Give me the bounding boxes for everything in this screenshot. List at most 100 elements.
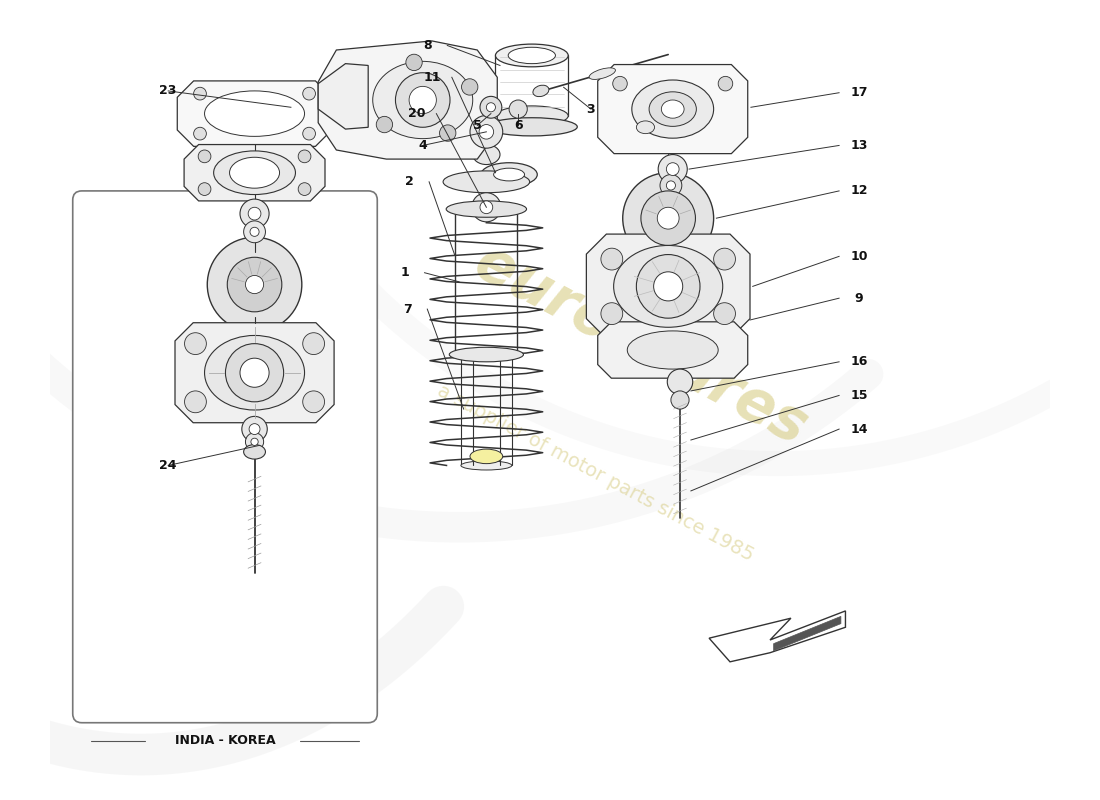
Circle shape [667,181,675,190]
Text: 23: 23 [160,85,177,98]
Text: 11: 11 [424,70,441,84]
Text: 10: 10 [850,250,868,263]
Circle shape [198,150,211,162]
Circle shape [641,191,695,246]
Ellipse shape [443,171,529,193]
Circle shape [613,76,627,91]
Ellipse shape [213,151,296,194]
Polygon shape [597,65,748,154]
Ellipse shape [473,145,500,165]
Circle shape [440,125,455,142]
Circle shape [298,182,311,195]
Circle shape [243,221,265,242]
Ellipse shape [631,80,714,138]
Text: 9: 9 [855,292,864,305]
Circle shape [298,150,311,162]
Circle shape [240,358,270,387]
Circle shape [667,162,679,175]
Ellipse shape [495,44,569,67]
Circle shape [470,115,503,148]
FancyBboxPatch shape [73,191,377,722]
Ellipse shape [532,85,549,97]
Circle shape [480,201,493,214]
Circle shape [396,73,450,127]
Circle shape [660,174,682,196]
Circle shape [714,248,736,270]
Circle shape [623,173,714,264]
Ellipse shape [649,92,696,126]
Circle shape [185,391,207,413]
Circle shape [601,302,623,325]
Circle shape [409,86,437,114]
Ellipse shape [495,106,569,126]
Text: 6: 6 [514,119,522,132]
Circle shape [185,333,207,354]
Text: a supplier of motor parts since 1985: a supplier of motor parts since 1985 [434,381,757,565]
Ellipse shape [590,68,615,79]
Circle shape [472,193,500,222]
Circle shape [245,275,264,294]
Circle shape [486,102,495,112]
Text: 7: 7 [403,302,411,315]
Ellipse shape [373,62,473,138]
Circle shape [250,227,260,236]
Circle shape [251,438,258,446]
Circle shape [194,127,207,140]
Ellipse shape [494,168,525,181]
Circle shape [637,254,700,318]
Ellipse shape [205,91,305,136]
Polygon shape [710,611,846,662]
Circle shape [601,248,623,270]
Circle shape [240,199,270,228]
Text: 3: 3 [586,102,595,115]
Text: 5: 5 [473,119,482,132]
Circle shape [242,416,267,442]
Text: 8: 8 [424,39,431,52]
Circle shape [198,182,211,195]
Polygon shape [318,64,368,129]
Ellipse shape [627,331,718,369]
Text: 4: 4 [418,139,427,152]
Circle shape [249,424,260,434]
Circle shape [302,127,316,140]
Polygon shape [597,322,748,378]
Circle shape [228,258,282,312]
Polygon shape [773,616,840,651]
Polygon shape [177,81,332,146]
Circle shape [302,333,324,354]
Text: 16: 16 [850,355,868,368]
Ellipse shape [230,158,279,188]
Text: 2: 2 [405,175,414,188]
Circle shape [668,369,693,394]
Circle shape [658,207,679,229]
Circle shape [207,238,301,332]
Ellipse shape [481,162,537,186]
Circle shape [714,302,736,325]
Circle shape [480,96,502,118]
Text: 1: 1 [400,266,409,279]
Ellipse shape [205,335,305,410]
Circle shape [302,87,316,100]
Text: 15: 15 [850,389,868,402]
Ellipse shape [459,349,515,360]
Ellipse shape [470,449,503,464]
Polygon shape [318,41,497,159]
Polygon shape [184,145,324,201]
Circle shape [671,391,689,409]
Ellipse shape [508,47,556,64]
Circle shape [509,100,527,118]
Circle shape [462,78,477,95]
Polygon shape [586,234,750,338]
Text: INDIA - KOREA: INDIA - KOREA [175,734,275,747]
Ellipse shape [661,100,684,118]
Text: 20: 20 [408,107,425,120]
Text: 24: 24 [160,459,177,472]
Circle shape [658,154,688,184]
Circle shape [406,54,422,70]
Circle shape [480,125,494,139]
Text: eurospares: eurospares [464,234,817,458]
Circle shape [302,391,324,413]
Circle shape [376,116,393,133]
Ellipse shape [461,461,512,470]
Ellipse shape [447,201,527,218]
